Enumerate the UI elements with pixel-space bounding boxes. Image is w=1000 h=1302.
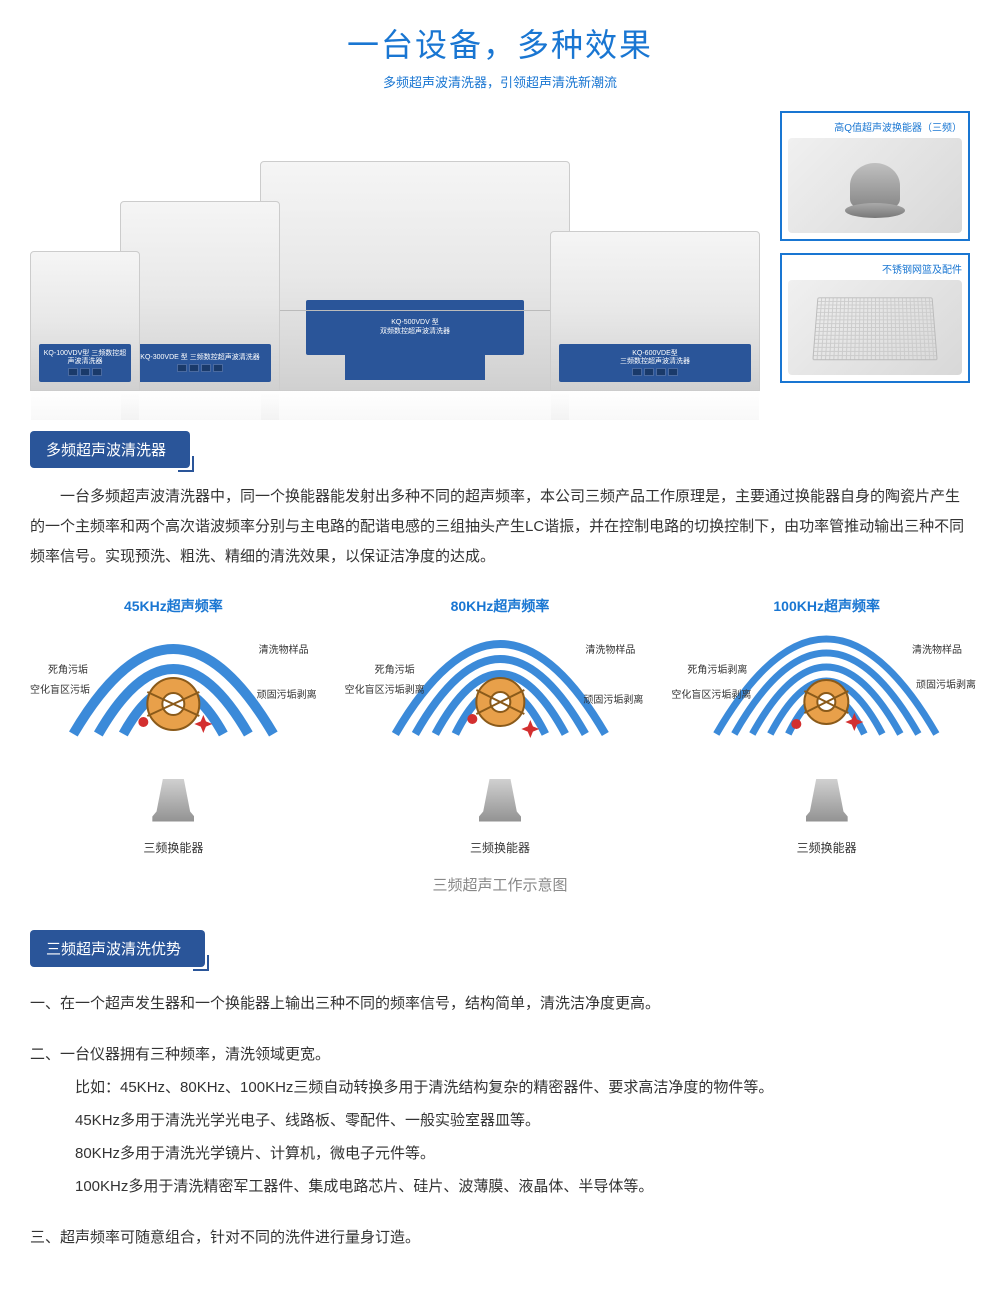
diagram-45khz: 45KHz超声频率 清洗物样品 死角污垢 空化盲区污垢 顽固污垢剥离 三频换能器 [30, 596, 317, 856]
hero-section: KQ-100VDV型 三频数控超声波清洗器 KQ-300VDE 型 三频数控超声… [0, 101, 1000, 421]
main-title: 一台设备，多种效果 [0, 20, 1000, 66]
machine-wide: KQ-600VDE型三频数控超声波清洗器 [550, 231, 760, 391]
transducer-icon [152, 779, 194, 829]
label-blind: 空化盲区污垢剥离 [671, 686, 751, 701]
advantage-3: 三、超声频率可随意组合，针对不同的洗件进行量身订造。 [30, 1221, 970, 1254]
basket-icon [812, 297, 937, 360]
diagram-80khz: 80KHz超声频率 清洗物样品 死角污垢 空化盲区污垢剥离 顽固污垢剥离 三频换… [357, 596, 644, 856]
frequency-diagrams: 45KHz超声频率 清洗物样品 死角污垢 空化盲区污垢 顽固污垢剥离 三频换能器… [0, 576, 1000, 866]
section2-header: 三频超声波清洗优势 [30, 930, 205, 967]
adv-sub: 80KHz多用于清洗光学镜片、计算机，微电子元件等。 [30, 1137, 970, 1170]
diagram-100khz: 100KHz超声频率 清洗物样品 死角污垢剥离 空化盲区污垢剥离 顽固污垢剥离 … [683, 596, 970, 856]
label-stubborn: 顽固污垢剥离 [583, 691, 643, 706]
machine-small: KQ-100VDV型 三频数控超声波清洗器 [30, 251, 140, 391]
basket-image [788, 280, 962, 375]
advantage-2: 二、一台仪器拥有三种频率，清洗领域更宽。 比如：45KHz、80KHz、100K… [30, 1038, 970, 1203]
advantage-1: 一、在一个超声发生器和一个换能器上输出三种不同的频率信号，结构简单，清洗洁净度更… [30, 987, 970, 1020]
accessory-label: 不锈钢网篮及配件 [788, 261, 962, 276]
machine-medium: KQ-300VDE 型 三频数控超声波清洗器 [120, 201, 280, 391]
model-label: KQ-600VDE型三频数控超声波清洗器 [620, 350, 690, 367]
adv-sub: 45KHz多用于清洗光学光电子、线路板、零配件、一般实验室器皿等。 [30, 1104, 970, 1137]
subtitle: 多频超声波清洗器，引领超声清洗新潮流 [0, 72, 1000, 91]
label-blind: 空化盲区污垢剥离 [345, 681, 425, 696]
transducer-icon [479, 779, 521, 829]
adv-text: 超声频率可随意组合，针对不同的洗件进行量身订造。 [60, 1229, 420, 1246]
adv-text: 在一个超声发生器和一个换能器上输出三种不同的频率信号，结构简单，清洗洁净度更高。 [60, 995, 660, 1012]
label-corner: 死角污垢 [48, 661, 88, 676]
adv-sub: 100KHz多用于清洗精密军工器件、集成电路芯片、硅片、波薄膜、液晶体、半导体等… [30, 1170, 970, 1203]
freq-title: 100KHz超声频率 [683, 596, 970, 616]
adv-sub: 比如：45KHz、80KHz、100KHz三频自动转换多用于清洗结构复杂的精密器… [30, 1071, 970, 1104]
transducer-label: 三频换能器 [357, 839, 644, 856]
label-stubborn: 顽固污垢剥离 [257, 686, 317, 701]
machine-panel: KQ-100VDV型 三频数控超声波清洗器 [39, 344, 131, 382]
page-header: 一台设备，多种效果 多频超声波清洗器，引领超声清洗新潮流 [0, 0, 1000, 101]
section1-body: 一台多频超声波清洗器中，同一个换能器能发射出多种不同的超声频率，本公司三频产品工… [0, 478, 1000, 576]
freq-title: 45KHz超声频率 [30, 596, 317, 616]
transducer-icon [850, 163, 900, 208]
accessory-label: 高Q值超声波换能器（三频） [788, 119, 962, 134]
diagram-caption: 三频超声工作示意图 [0, 866, 1000, 920]
advantages-list: 一、在一个超声发生器和一个换能器上输出三种不同的频率信号，结构简单，清洗洁净度更… [0, 977, 1000, 1302]
label-sample: 清洗物样品 [912, 641, 962, 656]
section1-header: 多频超声波清洗器 [30, 431, 190, 468]
label-corner: 死角污垢剥离 [687, 661, 747, 676]
front-panel [345, 340, 485, 380]
adv-text: 一台仪器拥有三种频率，清洗领域更宽。 [60, 1046, 330, 1063]
model-label: KQ-300VDE 型 三频数控超声波清洗器 [140, 354, 259, 362]
label-sample: 清洗物样品 [259, 641, 309, 656]
accessory-transducer: 高Q值超声波换能器（三频） [780, 111, 970, 241]
transducer-label: 三频换能器 [683, 839, 970, 856]
machine-panel: KQ-600VDE型三频数控超声波清洗器 [559, 344, 751, 382]
label-corner: 死角污垢 [375, 661, 415, 676]
accessories: 高Q值超声波换能器（三频） 不锈钢网篮及配件 [780, 111, 970, 391]
freq-title: 80KHz超声频率 [357, 596, 644, 616]
label-stubborn: 顽固污垢剥离 [916, 676, 976, 691]
label-blind: 空化盲区污垢 [30, 681, 90, 696]
accessory-basket: 不锈钢网篮及配件 [780, 253, 970, 383]
label-sample: 清洗物样品 [585, 641, 635, 656]
machine-large: KQ-500VDV 型双频数控超声波清洗器 [260, 161, 570, 391]
machine-front [261, 310, 569, 390]
transducer-image [788, 138, 962, 233]
adv-num: 二、 [30, 1046, 60, 1063]
machine-panel: KQ-300VDE 型 三频数控超声波清洗器 [129, 344, 271, 382]
transducer-label: 三频换能器 [30, 839, 317, 856]
adv-num: 一、 [30, 995, 60, 1012]
model-label: KQ-100VDV型 三频数控超声波清洗器 [41, 350, 129, 367]
product-lineup: KQ-100VDV型 三频数控超声波清洗器 KQ-300VDE 型 三频数控超声… [30, 111, 760, 391]
transducer-icon [806, 779, 848, 829]
adv-num: 三、 [30, 1229, 60, 1246]
